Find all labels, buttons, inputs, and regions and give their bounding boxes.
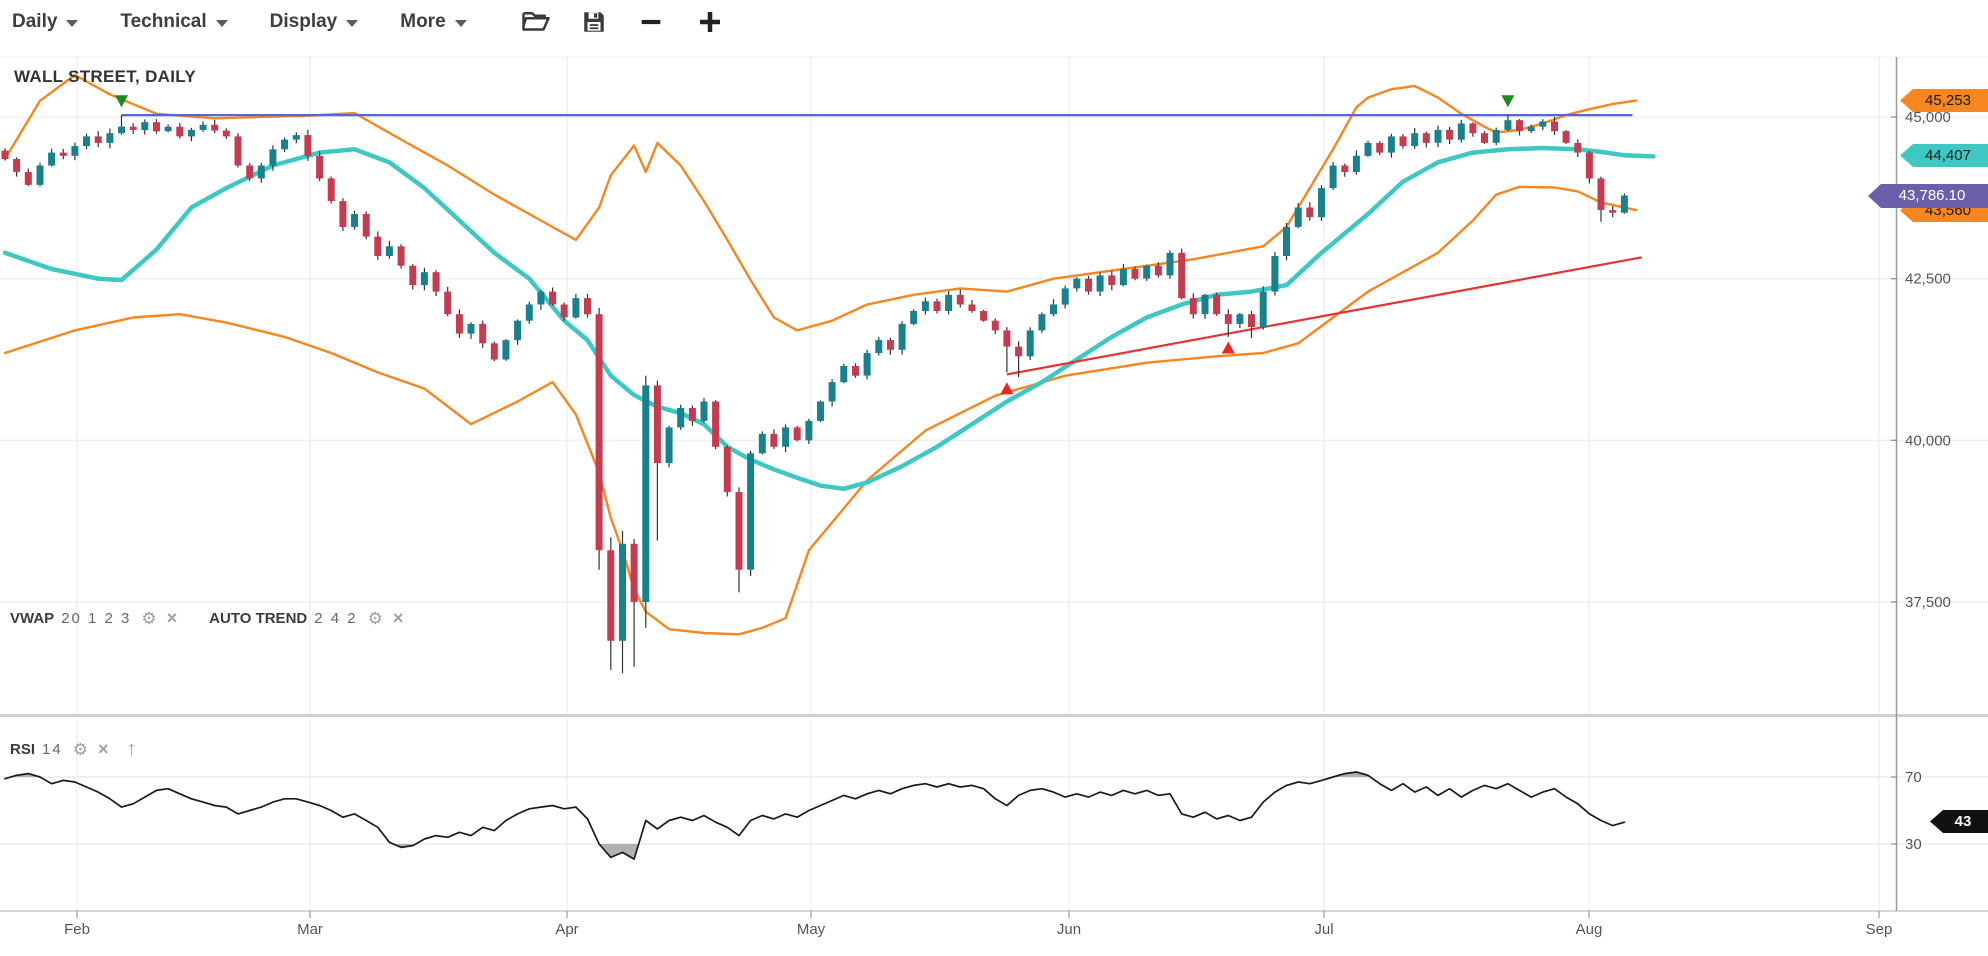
- technical-menu-label: Technical: [120, 11, 207, 32]
- vwap-label: VWAP: [10, 609, 55, 627]
- zoom-in-button[interactable]: [695, 7, 725, 37]
- save-icon: [581, 9, 607, 35]
- rsi-line: [4, 771, 1626, 860]
- time-axis-labels: Feb Mar Apr May Jun Jul Aug Sep: [64, 911, 1892, 938]
- display-menu-label: Display: [269, 11, 338, 32]
- vwap-params: 20 1 2 3: [61, 609, 132, 627]
- svg-text:45,000: 45,000: [1905, 109, 1951, 126]
- rsi-axis-labels: 70 30: [1891, 769, 1922, 853]
- rsi-settings-gear-icon[interactable]: ⚙: [72, 739, 88, 759]
- chevron-down-icon: [66, 20, 79, 27]
- rsi-value-badge: 43: [1930, 810, 1988, 833]
- more-menu[interactable]: More: [400, 11, 467, 33]
- svg-text:42,500: 42,500: [1905, 271, 1951, 288]
- price-axis-labels: 45,000 42,500 40,000 37,500: [1891, 109, 1951, 611]
- upper-band-price-badge: 45,253: [1900, 89, 1988, 112]
- svg-text:Feb: Feb: [64, 921, 90, 938]
- svg-text:Mar: Mar: [297, 921, 323, 938]
- vwap-remove-icon[interactable]: ×: [166, 608, 178, 628]
- auto-trend-remove-icon[interactable]: ×: [392, 608, 404, 628]
- svg-text:May: May: [797, 921, 826, 938]
- save-button[interactable]: [581, 9, 607, 35]
- open-folder-icon: [521, 9, 551, 35]
- svg-text:30: 30: [1905, 836, 1922, 853]
- rsi-params: 14: [42, 740, 63, 758]
- zoom-out-button[interactable]: [637, 8, 665, 36]
- vwap-price-badge: 44,407: [1900, 144, 1988, 167]
- svg-text:Jul: Jul: [1314, 921, 1333, 938]
- vwap-settings-gear-icon[interactable]: ⚙: [141, 608, 157, 628]
- sell-markers: [115, 95, 1515, 108]
- rsi-move-up-icon[interactable]: ↑: [126, 738, 137, 760]
- auto-trend-params: 2 4 2: [314, 609, 358, 627]
- timeframe-menu-label: Daily: [12, 11, 58, 32]
- svg-text:Jun: Jun: [1057, 921, 1081, 938]
- rsi-label: RSI: [10, 740, 36, 758]
- buy-markers: [1000, 341, 1235, 395]
- display-menu[interactable]: Display: [270, 11, 359, 33]
- technical-menu[interactable]: Technical: [120, 11, 228, 33]
- chevron-down-icon: [346, 20, 359, 27]
- auto-trend-label: AUTO TREND: [209, 609, 308, 627]
- bollinger-upper-line: [3, 73, 1638, 332]
- svg-text:Aug: Aug: [1576, 921, 1603, 938]
- plus-icon: [695, 7, 725, 37]
- svg-text:40,000: 40,000: [1905, 432, 1951, 449]
- chart-canvas[interactable]: 45,000 42,500 40,000 37,500 70 30 Feb Mar Apr May…: [0, 44, 1988, 956]
- chevron-down-icon: [215, 20, 228, 27]
- bollinger-lower-line: [3, 185, 1638, 636]
- svg-text:Apr: Apr: [555, 921, 578, 938]
- timeframe-menu[interactable]: Daily: [12, 11, 79, 33]
- minus-icon: [637, 8, 665, 36]
- gridlines: [0, 56, 1988, 911]
- rsi-overbought-fill: [10, 772, 1371, 777]
- chevron-down-icon: [454, 20, 467, 27]
- candles-layer: [1, 115, 1628, 674]
- last-price-badge: 43,786.10: [1868, 184, 1988, 208]
- rsi-remove-icon[interactable]: ×: [97, 739, 109, 759]
- trend-line: [1006, 256, 1642, 376]
- rsi-indicator-row: RSI 14 ⚙ × ↑: [10, 739, 146, 759]
- chart-toolbar: Daily Technical Display More: [0, 0, 1988, 44]
- auto-trend-settings-gear-icon[interactable]: ⚙: [367, 608, 383, 628]
- chart-title: WALL STREET, DAILY: [14, 67, 197, 86]
- svg-text:Sep: Sep: [1866, 921, 1893, 938]
- svg-text:70: 70: [1905, 769, 1922, 786]
- svg-text:37,500: 37,500: [1905, 594, 1951, 611]
- open-folder-button[interactable]: [521, 9, 551, 35]
- price-chart-svg: 45,000 42,500 40,000 37,500 70 30 Feb Mar Apr May…: [0, 56, 1988, 938]
- vwap-line: [2, 145, 1656, 492]
- overlay-indicator-row: VWAP 20 1 2 3 ⚙ × AUTO TREND 2 4 2 ⚙ ×: [10, 609, 413, 627]
- more-menu-label: More: [400, 11, 446, 32]
